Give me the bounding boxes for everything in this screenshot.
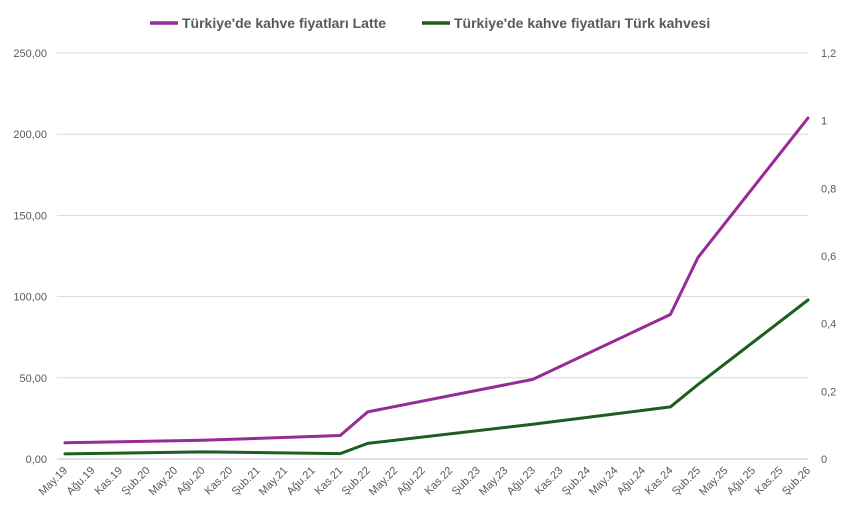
y-left-tick-label: 50,00 bbox=[19, 373, 47, 385]
x-axis-ticks: May.19Ağu.19Kas.19Şub.20May.20Ağu.20Kas.… bbox=[37, 465, 813, 498]
x-tick-label: Kas.21 bbox=[313, 465, 346, 498]
x-tick-label: Kas.22 bbox=[423, 465, 456, 498]
y-left-tick-label: 250,00 bbox=[13, 48, 47, 60]
y-right-tick-label: 0,8 bbox=[821, 183, 836, 195]
x-tick-label: Ağu.19 bbox=[64, 465, 97, 498]
x-tick-label: Şub.20 bbox=[120, 465, 153, 498]
x-tick-label: Kas.25 bbox=[753, 465, 786, 498]
x-tick-label: Ağu.20 bbox=[175, 465, 208, 498]
legend-label-turk-kahvesi: Türkiye'de kahve fiyatları Türk kahvesi bbox=[454, 15, 710, 31]
y-right-tick-label: 0,6 bbox=[821, 251, 836, 263]
x-tick-label: May.25 bbox=[697, 465, 730, 498]
y-left-tick-label: 150,00 bbox=[13, 210, 47, 222]
x-tick-label: Ağu.21 bbox=[285, 465, 318, 498]
left-axis-ticks: 0,00 50,00 100,00 150,00 200,00 250,00 bbox=[13, 48, 47, 466]
y-right-tick-label: 1 bbox=[821, 116, 827, 128]
x-tick-label: Kas.23 bbox=[533, 465, 566, 498]
y-left-tick-label: 0,00 bbox=[26, 454, 47, 466]
y-right-tick-label: 1,2 bbox=[821, 48, 836, 60]
x-tick-label: Şub.26 bbox=[780, 465, 813, 498]
y-left-tick-label: 100,00 bbox=[13, 292, 47, 304]
x-tick-label: May.19 bbox=[37, 465, 70, 498]
x-tick-label: Ağu.25 bbox=[725, 465, 758, 498]
x-tick-label: Ağu.23 bbox=[505, 465, 538, 498]
x-tick-label: Şub.22 bbox=[340, 465, 373, 498]
y-left-tick-label: 200,00 bbox=[13, 129, 47, 141]
legend: Türkiye'de kahve fiyatları Latte Türkiye… bbox=[150, 15, 710, 31]
y-right-tick-label: 0,4 bbox=[821, 319, 836, 331]
x-tick-label: Şub.23 bbox=[450, 465, 483, 498]
x-tick-label: Şub.21 bbox=[230, 465, 263, 498]
x-tick-label: May.24 bbox=[587, 465, 620, 498]
x-tick-label: May.23 bbox=[477, 465, 510, 498]
x-tick-label: May.21 bbox=[257, 465, 290, 498]
x-tick-label: Ağu.22 bbox=[395, 465, 428, 498]
y-right-tick-label: 0 bbox=[821, 454, 827, 466]
x-tick-label: Kas.19 bbox=[92, 465, 125, 498]
right-axis-ticks: 0 0,2 0,4 0,6 0,8 1 1,2 bbox=[821, 48, 836, 466]
x-tick-label: Ağu.24 bbox=[615, 465, 648, 498]
series-line-turk-kahvesi bbox=[63, 298, 810, 456]
x-tick-label: Şub.25 bbox=[670, 465, 703, 498]
x-tick-label: Kas.24 bbox=[643, 465, 676, 498]
series-line-latte bbox=[63, 116, 810, 445]
x-tick-label: Kas.20 bbox=[203, 465, 236, 498]
x-tick-label: May.22 bbox=[367, 465, 400, 498]
series-lines bbox=[63, 116, 810, 456]
x-tick-label: Şub.24 bbox=[560, 465, 593, 498]
gridlines bbox=[57, 52, 808, 460]
x-tick-label: May.20 bbox=[147, 465, 180, 498]
legend-label-latte: Türkiye'de kahve fiyatları Latte bbox=[182, 15, 386, 31]
y-right-tick-label: 0,2 bbox=[821, 386, 836, 398]
